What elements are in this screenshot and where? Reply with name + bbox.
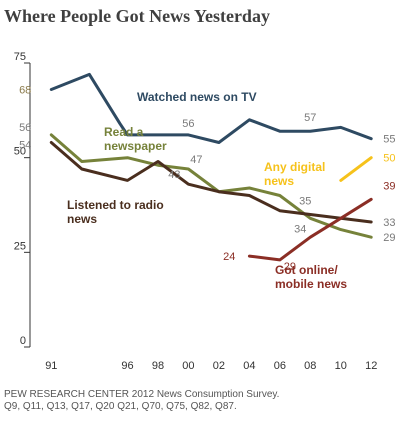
x-tick-label: 96: [121, 360, 133, 372]
series-label-listened-to-radio-news: Listened to radio: [67, 198, 164, 212]
series-label-listened-to-radio-news: news: [67, 212, 97, 226]
x-tick-label: 12: [365, 360, 377, 372]
data-label-got-online-mobile-news: 39: [383, 180, 395, 192]
data-label-listened-to-radio-news: 35: [299, 195, 311, 207]
x-tick-label: 08: [304, 360, 316, 372]
source-note: PEW RESEARCH CENTER 2012 News Consumptio…: [4, 389, 279, 413]
x-tick-label: 02: [213, 360, 225, 372]
x-tick-label: 00: [182, 360, 194, 372]
data-label-read-a-newspaper: 47: [190, 154, 202, 166]
x-tick-label: 04: [243, 360, 255, 372]
x-tick-label: 98: [152, 360, 164, 372]
y-tick-label: 25: [14, 240, 26, 252]
series-label-any-digital-news: Any digital: [264, 160, 325, 174]
data-label-got-online-mobile-news: 29: [284, 261, 296, 273]
x-tick-label: 91: [45, 360, 57, 372]
series-label-got-online-mobile-news: mobile news: [275, 277, 347, 291]
y-tick-label: 75: [14, 51, 26, 63]
series-line-any-digital-news: [339, 156, 373, 182]
data-label-listened-to-radio-news: 54: [19, 140, 31, 152]
data-label-listened-to-radio-news: 43: [168, 169, 180, 181]
data-label-watched-news-on-tv: 57: [304, 112, 316, 124]
series-line-got-online-mobile-news: [247, 197, 373, 262]
y-tick-label: 0: [20, 335, 26, 347]
source-line-1: PEW RESEARCH CENTER 2012 News Consumptio…: [4, 389, 280, 400]
series-line-listened-to-radio-news: [49, 141, 373, 224]
data-label-any-digital-news: 50: [383, 153, 395, 165]
series-label-any-digital-news: news: [264, 174, 294, 188]
x-tick-label: 06: [274, 360, 286, 372]
series-label-watched-news-on-tv: Watched news on TV: [137, 90, 257, 104]
source-line-2: Q9, Q11, Q13, Q17, Q20 Q21, Q70, Q75, Q8…: [4, 401, 237, 412]
data-label-listened-to-radio-news: 33: [383, 217, 395, 229]
y-tick-label: 50: [14, 146, 26, 158]
data-label-watched-news-on-tv: 68: [19, 85, 31, 97]
series-line-watched-news-on-tv: [49, 72, 373, 144]
data-label-read-a-newspaper: 34: [294, 223, 306, 235]
chart-title: Where People Got News Yesterday: [4, 6, 270, 26]
series-line-read-a-newspaper: [49, 133, 373, 239]
x-tick-label: 10: [335, 360, 347, 372]
data-label-watched-news-on-tv: 55: [383, 134, 395, 146]
series-label-got-online-mobile-news: Got online/: [275, 263, 338, 277]
data-label-read-a-newspaper: 56: [19, 122, 31, 134]
series-label-read-a-newspaper: newspaper: [104, 139, 167, 153]
data-label-watched-news-on-tv: 56: [182, 118, 194, 130]
series-label-read-a-newspaper: Read a: [104, 125, 144, 139]
data-label-got-online-mobile-news: 24: [223, 251, 235, 263]
data-label-read-a-newspaper: 29: [383, 232, 395, 244]
